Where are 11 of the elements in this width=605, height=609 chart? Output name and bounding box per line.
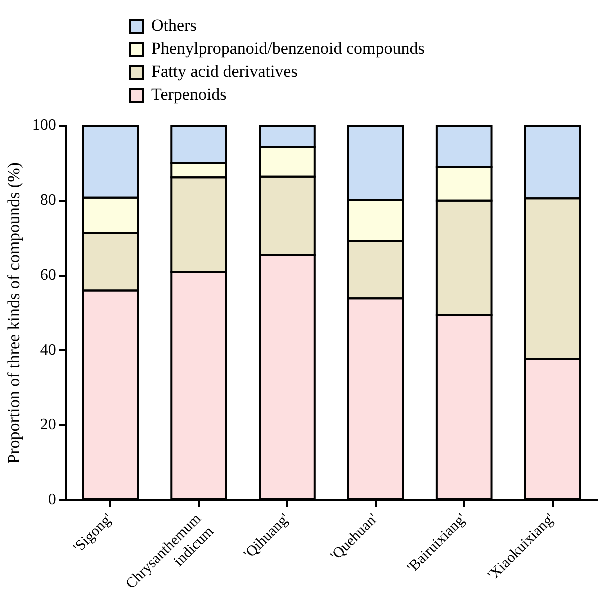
y-tick-label: 0 <box>48 492 56 509</box>
legend-label: Phenylpropanoid/benzenoid compounds <box>152 38 425 58</box>
y-axis-title: Proportion of three kinds of compounds (%) <box>4 162 24 464</box>
y-tick-label: 80 <box>40 192 56 210</box>
legend-label: Others <box>152 16 197 35</box>
legend-label: Terpenoids <box>152 84 227 104</box>
y-tick-label: 20 <box>40 416 56 434</box>
y-tick-label: 60 <box>40 266 56 284</box>
legend-label: Fatty acid derivatives <box>152 62 298 81</box>
y-tick-label: 40 <box>40 342 56 359</box>
y-tick-label: 100 <box>32 117 56 134</box>
